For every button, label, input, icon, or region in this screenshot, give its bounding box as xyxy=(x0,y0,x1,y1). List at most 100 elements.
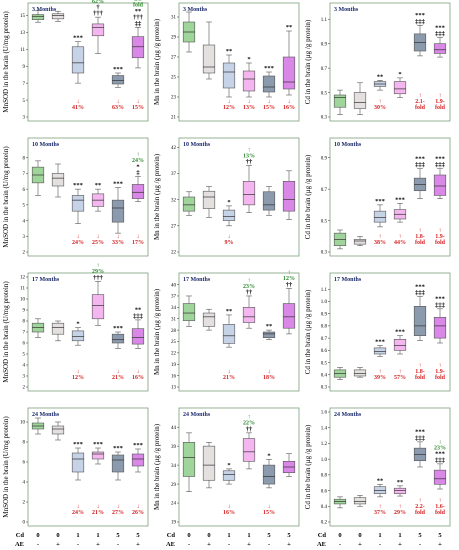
box-3: ** ↓21% xyxy=(222,308,236,381)
change-label-green: ↑ xyxy=(137,152,140,158)
box-4: *** ↑44% xyxy=(393,196,407,246)
box-iqr xyxy=(131,36,145,59)
panel-1-2: Mn in the brain (µg /g protein) 3 Months 2… xyxy=(153,2,300,122)
box-4: * xyxy=(393,71,407,98)
panel-frame xyxy=(329,137,451,257)
box-2 xyxy=(202,186,216,218)
change-label-red-line-2: fold xyxy=(415,105,426,111)
box-6: ‡‡‡*** ↑1.9-fold xyxy=(433,296,447,381)
cd-dose-label: 1 xyxy=(247,532,250,539)
ae-treatment-label: - xyxy=(268,541,270,548)
change-label-red-line-2: fold xyxy=(435,510,446,516)
panel-3-2: Mn in the brain (µg /g protein) 17 Months… xyxy=(153,270,300,392)
change-label-red-line-0: ↓ xyxy=(268,369,271,375)
box-3: * ↓16% xyxy=(222,462,236,516)
significance-marker: *** xyxy=(435,24,445,31)
change-label-red-line-1: 21% xyxy=(223,375,235,381)
cd-dose-label: 0 xyxy=(36,532,39,539)
significance-marker: *** xyxy=(375,338,385,345)
panel-1-3: Cd in the brain (µg /g protein) 3 Months 0… xyxy=(304,2,451,122)
y-tick-label: 5 xyxy=(23,99,26,104)
change-label-red-line-0: ↑ xyxy=(419,228,422,234)
change-label-red-line-1: 15% xyxy=(263,510,275,516)
box-iqr xyxy=(373,486,387,495)
cd-dose-label: 1 xyxy=(96,532,99,539)
y-tick-label: 0.3 xyxy=(321,386,328,391)
change-label-red-line-0: ↑ xyxy=(419,93,422,99)
significance-marker: *** xyxy=(73,441,83,448)
ae-treatment-label: - xyxy=(188,541,190,548)
panel-frame xyxy=(27,2,149,122)
box-4: ††††62%↑ xyxy=(91,0,105,54)
cd-dose-label: 5 xyxy=(267,532,271,539)
y-tick-label: 9 xyxy=(23,65,26,70)
box-5: ‡‡‡*** ↑1.8-fold xyxy=(413,283,427,381)
change-label-green: ↑ xyxy=(288,270,291,276)
y-tick-label: 0.3 xyxy=(321,116,328,121)
cd-dose-label: 0 xyxy=(187,532,190,539)
change-label-green: 12% xyxy=(283,276,295,282)
box-iqr xyxy=(262,331,276,338)
change-label-green: ↑ xyxy=(248,278,251,284)
cd-dose-label: 5 xyxy=(438,532,442,539)
y-tick-label: 6 xyxy=(23,188,26,193)
change-label-red-line-1: 15% xyxy=(263,105,275,111)
box-iqr xyxy=(222,209,236,221)
change-label-red-line-0: ↓ xyxy=(137,504,140,510)
change-label-red-line-0: ↓ xyxy=(228,504,231,510)
y-axis-label: Cd in the brain (µg /g protein) xyxy=(304,289,312,374)
box-1 xyxy=(31,160,45,196)
box-5: *** ↓27% xyxy=(111,445,125,516)
significance-marker: *** xyxy=(435,156,445,163)
box-5: ‡‡‡*** ↑1.8-fold xyxy=(413,156,427,246)
significance-marker: ** xyxy=(95,182,102,189)
y-tick-label: 4 xyxy=(23,364,26,369)
panel-1-1: MnSOD in the brain (U/mg protein) 3 Month… xyxy=(2,0,149,122)
y-axis-label: Cd in the brain (µg /g protein) xyxy=(304,424,312,509)
ae-treatment-label: - xyxy=(117,541,119,548)
change-label-red-line-0: ↑ xyxy=(399,369,402,375)
box-iqr xyxy=(242,180,256,206)
panel-frame xyxy=(329,2,451,122)
y-tick-label: 0.9 xyxy=(321,312,328,317)
significance-marker: *** xyxy=(113,325,123,332)
ae-treatment-label: + xyxy=(247,541,251,548)
box-iqr xyxy=(202,445,216,481)
change-label-green: 22% xyxy=(243,421,255,427)
cd-dose-label: 0 xyxy=(338,532,341,539)
significance-marker: †† xyxy=(246,426,253,433)
change-label-red-line-1: 24% xyxy=(72,510,84,516)
box-4: ** ↑29% xyxy=(393,479,407,516)
ae-treatment-label: - xyxy=(37,541,39,548)
y-tick-label: 1.0 xyxy=(321,300,328,305)
y-tick-label: 40 xyxy=(171,283,177,288)
ae-treatment-label: - xyxy=(228,541,230,548)
change-label-red-line-1: 13% xyxy=(243,105,255,111)
change-label-red-line-0: ↓ xyxy=(117,504,120,510)
change-label-red-line-0: ↓ xyxy=(137,234,140,240)
change-label-red-line-0: ↓ xyxy=(77,369,80,375)
change-label-red-line-1: 9% xyxy=(225,240,234,246)
y-tick-label: 27 xyxy=(171,225,177,230)
change-label-red-line-1: 30% xyxy=(374,105,386,111)
y-tick-label: 23 xyxy=(171,96,177,101)
change-label-red-line-1: 16% xyxy=(223,510,235,516)
y-tick-label: 5 xyxy=(23,353,26,358)
change-label-red-line-0: ↓ xyxy=(228,234,231,240)
significance-marker: †† xyxy=(246,159,253,166)
box-6: ††12%↑ xyxy=(282,270,296,335)
box-iqr xyxy=(91,23,105,37)
cd-dose-label: 1 xyxy=(378,532,381,539)
y-tick-label: 1.1 xyxy=(321,18,328,23)
y-tick-label: 22 xyxy=(171,251,177,256)
panel-2-3: Cd in the brain (µg /g protein) 10 Months… xyxy=(304,137,451,257)
box-2 xyxy=(353,494,367,507)
box-6: ‡*24%↑ ↓17% xyxy=(131,152,145,246)
box-iqr xyxy=(71,330,85,342)
panel-2-1: MnSOD in the brain (U/mg protein) 10 Mont… xyxy=(2,137,149,257)
cd-dose-label: 0 xyxy=(358,532,361,539)
significance-marker: ** xyxy=(135,8,142,15)
box-iqr xyxy=(182,196,196,212)
box-iqr xyxy=(333,94,347,108)
change-label-red-line-1: 12% xyxy=(72,375,84,381)
